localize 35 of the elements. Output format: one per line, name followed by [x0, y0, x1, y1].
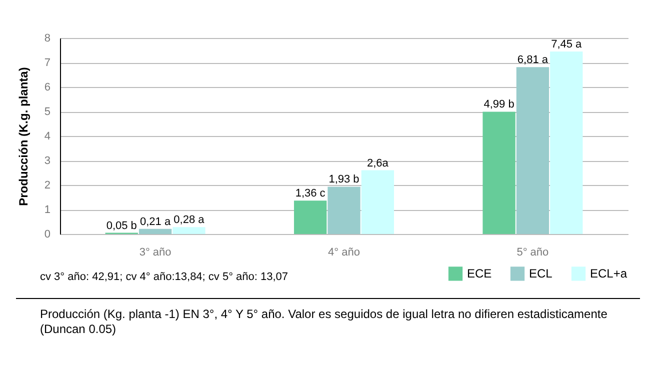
- legend-label: ECL+a: [590, 266, 628, 281]
- x-tick-label: 4° año: [328, 246, 360, 258]
- y-tick-label: 5: [44, 106, 50, 118]
- text: cv 3° año: 42,91; cv 4° año:13,84; cv 5° año: 13,07: [40, 271, 288, 283]
- data-label: 7,45 a: [551, 38, 583, 50]
- text: Producción (Kg. planta -1) EN 3°, 4° Y 5° año. Valor es seguidos de igual letra no difieren estadisticamente (Duncan 0.05): [40, 307, 608, 337]
- data-label: 1,93 b: [328, 174, 360, 186]
- x-tick-label: 5° año: [516, 246, 549, 258]
- x-tick-label: 3° año: [139, 246, 172, 258]
- bar: [550, 51, 583, 234]
- data-label: 1,36 c: [295, 188, 326, 200]
- y-tick-label: 2: [44, 180, 50, 192]
- bar: [482, 112, 516, 234]
- data-label: 0,05 b: [106, 220, 137, 232]
- y-tick-label: 6: [44, 82, 50, 94]
- data-label: 4,99 b: [484, 98, 514, 111]
- bar: [294, 200, 327, 234]
- data-label: 0,28 a: [174, 214, 206, 226]
- y-axis-title: Producción (K.g. planta): [16, 67, 30, 206]
- y-tick-label: 3: [44, 155, 50, 167]
- data-label: 0,21 a: [140, 216, 172, 228]
- bar: [138, 228, 172, 234]
- y-tick-label: 8: [44, 32, 50, 44]
- y-tick-label: 4: [44, 130, 50, 142]
- bar: [516, 67, 550, 234]
- y-tick-label: 0: [44, 228, 50, 240]
- legend-label: ECL: [529, 266, 553, 281]
- bar: [361, 170, 394, 234]
- legend-label: ECE: [467, 266, 492, 281]
- bar: [172, 227, 206, 234]
- data-label: 6,81 a: [517, 54, 549, 66]
- data-label: 2,6a: [366, 157, 390, 170]
- y-tick-label: 1: [44, 204, 50, 216]
- y-tick-label: 7: [44, 57, 50, 69]
- bar: [328, 186, 360, 234]
